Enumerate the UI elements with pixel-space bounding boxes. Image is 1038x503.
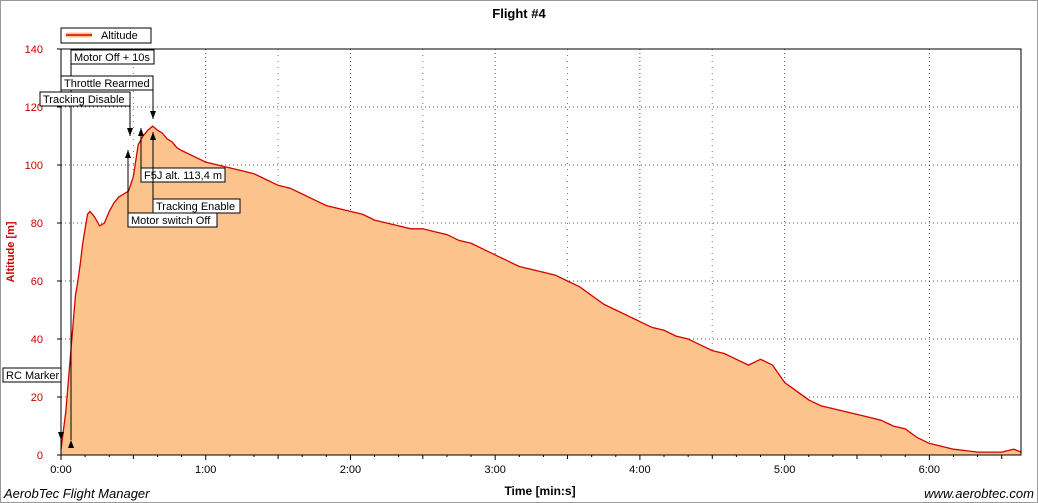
altitude-series <box>60 125 1022 455</box>
plot-frame <box>60 48 1022 456</box>
annotation-arrow <box>127 128 133 136</box>
annotation-label: Motor Off + 10s <box>74 52 150 64</box>
annotation: Motor Off + 10s <box>68 49 155 448</box>
x-axis-label: Time [min:s] <box>504 484 575 498</box>
y-axis-label: Altitude [m] <box>5 221 17 282</box>
annotation: RC Marker <box>2 367 64 440</box>
x-tick-label: 2:00 <box>340 464 361 476</box>
y-axis: 0 20 40 60 80 100 120 140 <box>25 44 61 462</box>
y-tick-label: 20 <box>31 392 43 404</box>
annotation-label: Motor switch Off <box>131 215 211 227</box>
legend-box <box>60 27 152 44</box>
footer-left: AerobTec Flight Manager <box>3 486 150 501</box>
annotation-box <box>127 212 218 228</box>
chart-title: Flight #4 <box>492 6 546 21</box>
annotation: Tracking Disable <box>39 91 133 136</box>
y-tick-label: 80 <box>31 218 43 230</box>
annotation: Tracking Enable <box>150 132 241 214</box>
annotation-label: F5J alt. 113,4 m <box>144 170 222 182</box>
x-tick-label: 6:00 <box>919 464 940 476</box>
annotation-arrow <box>58 432 64 440</box>
annotation-arrow <box>138 128 144 136</box>
annotation-arrow <box>125 150 131 158</box>
y-tick-label: 140 <box>25 44 43 56</box>
x-tick-label: 0:00 <box>50 464 71 476</box>
annotation-box <box>39 91 131 107</box>
annotation-label: Tracking Enable <box>156 201 235 213</box>
annotation-box <box>140 167 226 183</box>
x-tick-label: 3:00 <box>484 464 505 476</box>
x-tick-label: 5:00 <box>774 464 795 476</box>
legend-label-altitude: Altitude <box>101 30 138 42</box>
annotation-label: Throttle Rearmed <box>64 78 150 90</box>
annotation-box <box>2 367 62 383</box>
y-tick-label: 0 <box>37 450 43 462</box>
x-tick-label: 1:00 <box>195 464 216 476</box>
annotation: Throttle Rearmed <box>60 75 156 119</box>
annotation-arrow <box>150 111 156 119</box>
annotation-box <box>70 49 155 65</box>
annotation: F5J alt. 113,4 m <box>138 128 226 183</box>
annotation-label: RC Marker <box>6 370 60 382</box>
x-tick-label: 4:00 <box>629 464 650 476</box>
legend: Altitude <box>60 27 152 44</box>
annotations: RC Marker Motor Off + 10s Throttle Rearmed… <box>2 49 241 448</box>
altitude-line <box>60 125 1022 453</box>
y-tick-label: 40 <box>31 334 43 346</box>
y-tick-label: 120 <box>25 102 43 114</box>
annotation-label: Tracking Disable <box>43 94 125 106</box>
altitude-area <box>61 126 1021 455</box>
x-axis: 0:00 1:00 2:00 3:00 4:00 5:00 6:00 <box>50 455 1003 476</box>
annotation-arrow <box>150 132 156 140</box>
footer-right: www.aerobtec.com <box>924 486 1034 501</box>
annotation-arrow <box>68 440 74 448</box>
annotation: Motor switch Off <box>125 150 218 228</box>
y-tick-label: 100 <box>25 160 43 172</box>
y-tick-label: 60 <box>31 276 43 288</box>
annotation-box <box>60 75 154 91</box>
